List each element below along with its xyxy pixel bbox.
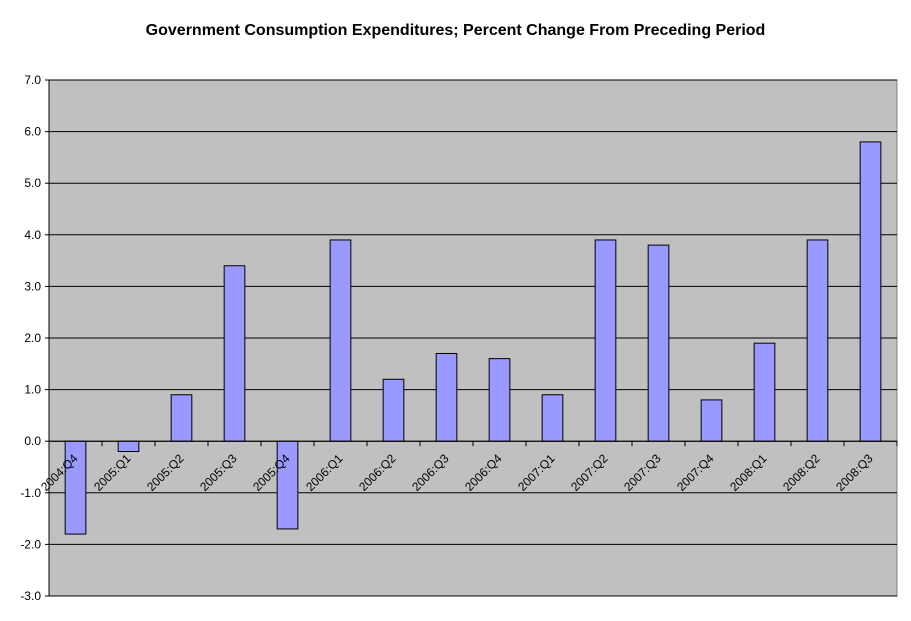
y-tick-label: -1.0 — [20, 486, 41, 500]
y-tick-label: 2.0 — [24, 331, 41, 345]
y-tick-label: 1.0 — [24, 383, 41, 397]
bar — [806, 239, 829, 442]
y-tick-label: 5.0 — [24, 176, 41, 190]
bar — [541, 394, 564, 442]
y-tick-label: -3.0 — [20, 589, 41, 603]
y-tick-label: -2.0 — [20, 537, 41, 551]
y-tick-label: 4.0 — [24, 228, 41, 242]
bar — [170, 394, 193, 442]
y-tick-labels: -3.0 -2.0 -1.0 0.0 1.0 2.0 3.0 4.0 5.0 6.0 7.0 — [20, 73, 41, 603]
y-tick-label: 3.0 — [24, 279, 41, 293]
bars — [64, 141, 882, 535]
bar — [594, 239, 617, 442]
bar — [329, 239, 352, 442]
axes — [45, 79, 898, 597]
bar — [859, 141, 882, 442]
bar — [700, 399, 723, 442]
y-tick-label: 7.0 — [24, 73, 41, 87]
chart-title: Government Consumption Expenditures; Per… — [145, 22, 766, 39]
y-tick-label: 6.0 — [24, 125, 41, 139]
bar — [753, 342, 776, 442]
y-tick-label: 0.0 — [24, 434, 41, 448]
bar — [382, 378, 405, 442]
bar — [223, 265, 246, 442]
bar — [647, 244, 670, 442]
bar — [117, 440, 140, 453]
bar — [435, 352, 458, 442]
bar — [488, 358, 511, 442]
